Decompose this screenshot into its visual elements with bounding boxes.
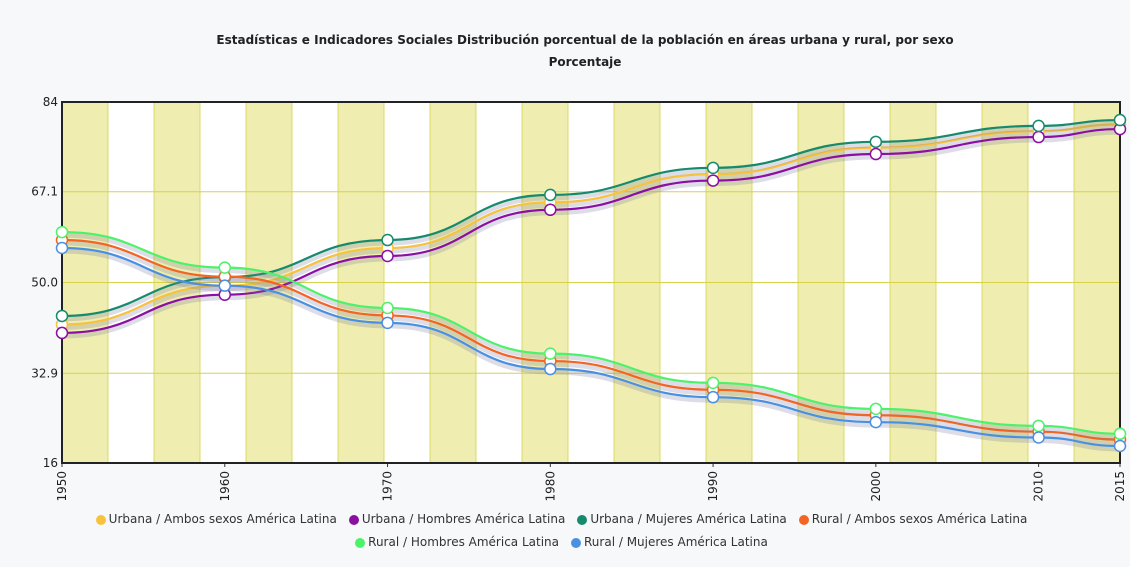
legend-label: Urbana / Mujeres América Latina [590,512,787,526]
marker [1032,130,1045,144]
line-shadow [61,248,1121,452]
line [61,246,1121,448]
line [61,230,1121,435]
marker [381,316,394,330]
marker [55,241,69,255]
line-shadow [61,129,1121,339]
x-tick-label: 2000 [869,471,883,502]
legend: Urbana / Ambos sexos América Latina Urban… [15,508,1120,554]
legend-item[interactable]: Rural / Mujeres América Latina [571,531,768,554]
plot-border [61,101,1121,464]
x-tick-label: 1960 [218,471,232,502]
marker [869,147,883,161]
y-tick-label: 16 [43,456,58,470]
legend-swatch [348,514,359,525]
marker [706,161,720,175]
chart: Estadísticas e Indicadores Sociales Dist… [31,33,1127,502]
marker [1113,113,1127,127]
legend-item[interactable]: Urbana / Ambos sexos América Latina [95,508,337,531]
marker [869,415,883,429]
line-shadow [61,124,1121,330]
marker [706,376,720,390]
legend-label: Urbana / Ambos sexos América Latina [108,512,337,526]
x-tick-label: 1970 [381,471,395,502]
x-tick-label: 1990 [706,471,720,502]
legend-item[interactable]: Urbana / Hombres América Latina [348,508,566,531]
marker [544,347,557,360]
x-tick-label: 1950 [55,471,69,502]
legend-label: Rural / Mujeres América Latina [584,535,768,549]
marker [1113,427,1127,441]
marker [55,326,69,340]
marker [544,362,557,376]
legend-label: Urbana / Hombres América Latina [361,512,566,526]
legend-item[interactable]: Rural / Hombres América Latina [355,531,559,554]
marker [544,203,557,217]
marker [1032,119,1045,133]
line [61,127,1121,335]
legend-swatch [355,537,366,548]
marker [869,135,883,149]
legend-label: Rural / Hombres América Latina [368,535,559,549]
y-tick-label: 50.0 [31,276,58,290]
line-shadow [61,240,1121,446]
marker [218,261,232,274]
legend-item[interactable]: Urbana / Mujeres América Latina [577,508,787,531]
marker [218,279,232,292]
x-tick-label: 2015 [1113,471,1127,502]
marker [55,225,69,239]
marker [1113,439,1127,453]
marker [869,402,883,416]
marker [381,301,394,315]
line-shadow [61,232,1121,440]
y-tick-label: 84 [43,95,58,109]
y-tick-label: 67.1 [31,185,58,199]
legend-swatch [95,514,106,525]
legend-swatch [577,514,588,525]
marker [1032,419,1045,433]
marker [706,174,720,187]
line [61,238,1121,441]
marker [1032,431,1045,444]
legend-label: Rural / Ambos sexos América Latina [811,512,1028,526]
legend-swatch [798,514,809,525]
y-tick-label: 32.9 [31,366,58,380]
chart-title: Estadísticas e Indicadores Sociales Dist… [216,33,953,47]
marker [381,233,394,247]
x-tick-label: 2010 [1032,471,1046,502]
x-tick-label: 1980 [543,471,557,502]
marker [55,309,69,323]
chart-subtitle: Porcentaje [549,55,622,69]
marker [544,188,557,202]
marker [381,249,394,263]
marker [706,390,720,404]
legend-swatch [571,537,581,548]
line-shadow [61,120,1121,322]
legend-item[interactable]: Rural / Ambos sexos América Latina [798,508,1028,531]
